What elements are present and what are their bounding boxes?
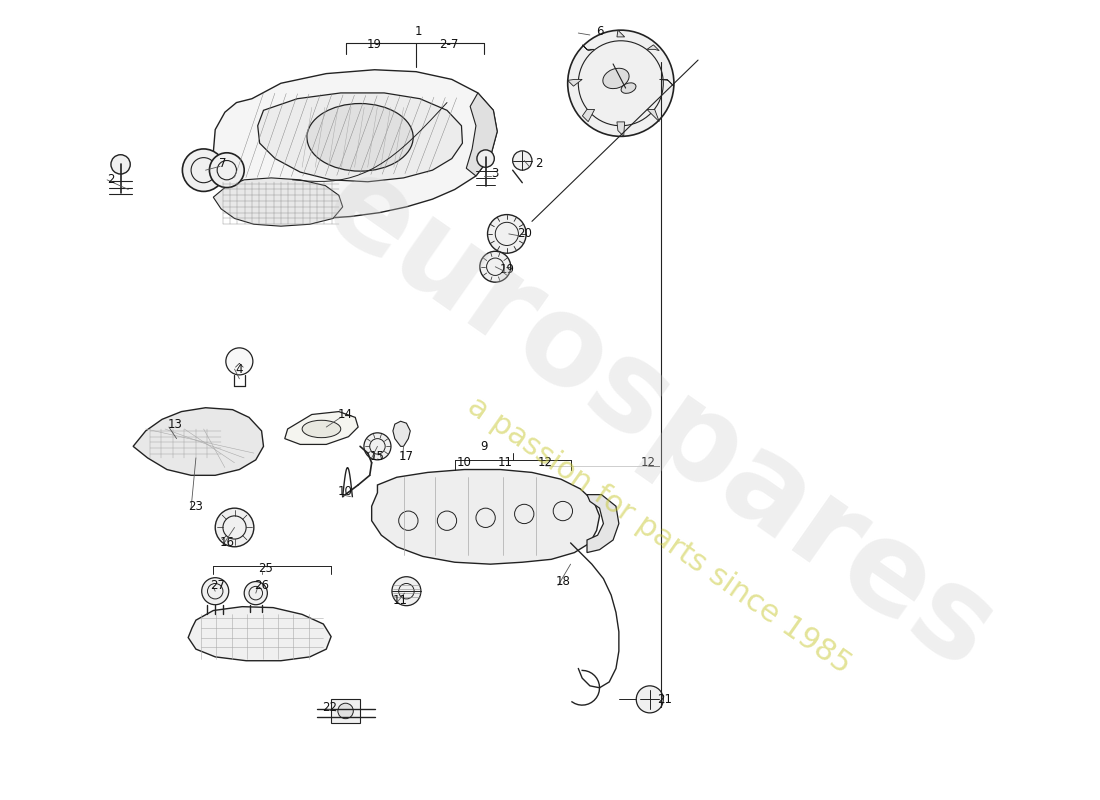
Text: 23: 23 <box>188 500 204 513</box>
Text: 10: 10 <box>456 456 472 470</box>
Text: 11: 11 <box>393 594 408 607</box>
Text: 17: 17 <box>399 450 414 462</box>
Polygon shape <box>257 93 462 182</box>
Circle shape <box>513 151 532 170</box>
Circle shape <box>487 214 526 254</box>
Circle shape <box>201 578 229 605</box>
Text: 18: 18 <box>556 575 570 588</box>
Circle shape <box>568 30 674 136</box>
Text: a passion for parts since 1985: a passion for parts since 1985 <box>462 391 857 679</box>
Text: 19: 19 <box>499 263 515 276</box>
Text: 26: 26 <box>254 579 270 592</box>
Text: 16: 16 <box>219 537 234 550</box>
Polygon shape <box>285 411 359 445</box>
Polygon shape <box>213 70 497 218</box>
Text: 21: 21 <box>657 693 672 706</box>
Text: 3: 3 <box>492 166 499 179</box>
Polygon shape <box>331 699 360 723</box>
Circle shape <box>226 348 253 375</box>
Polygon shape <box>188 606 331 661</box>
Polygon shape <box>393 422 410 446</box>
Polygon shape <box>372 470 600 564</box>
Text: 12: 12 <box>640 456 656 470</box>
Text: 6: 6 <box>596 25 603 38</box>
Text: 11: 11 <box>497 456 513 470</box>
Polygon shape <box>647 110 659 122</box>
Text: 25: 25 <box>258 562 273 575</box>
Text: 13: 13 <box>167 418 183 430</box>
Text: 4: 4 <box>235 362 243 375</box>
Circle shape <box>209 153 244 187</box>
Text: 2: 2 <box>107 174 114 186</box>
Text: eurospares: eurospares <box>301 143 1018 695</box>
Ellipse shape <box>307 103 414 171</box>
Text: 2-7: 2-7 <box>439 38 459 51</box>
Polygon shape <box>582 45 595 50</box>
Text: 1: 1 <box>415 25 421 38</box>
Text: 27: 27 <box>210 579 224 592</box>
Polygon shape <box>647 45 659 50</box>
Polygon shape <box>133 408 264 475</box>
Polygon shape <box>617 122 625 136</box>
Circle shape <box>183 149 224 191</box>
Circle shape <box>216 508 254 546</box>
Ellipse shape <box>302 420 341 438</box>
Text: 12: 12 <box>538 456 553 470</box>
Polygon shape <box>659 79 674 86</box>
Circle shape <box>477 150 494 167</box>
Text: 9: 9 <box>480 440 487 453</box>
Polygon shape <box>145 424 224 460</box>
Circle shape <box>111 154 130 174</box>
Circle shape <box>364 433 390 460</box>
Circle shape <box>636 686 663 713</box>
Circle shape <box>392 577 421 606</box>
Text: 10: 10 <box>338 486 353 498</box>
Ellipse shape <box>621 83 636 94</box>
Polygon shape <box>582 110 595 122</box>
Text: 7: 7 <box>219 157 227 170</box>
Polygon shape <box>617 30 625 37</box>
Circle shape <box>338 703 353 718</box>
Polygon shape <box>213 178 343 226</box>
Ellipse shape <box>603 68 629 89</box>
Text: 2: 2 <box>535 157 542 170</box>
Circle shape <box>480 251 510 282</box>
Text: 14: 14 <box>338 408 353 421</box>
Polygon shape <box>568 79 582 86</box>
Polygon shape <box>587 494 619 553</box>
Text: 22: 22 <box>321 701 337 714</box>
Text: 20: 20 <box>517 227 531 241</box>
Polygon shape <box>466 93 497 176</box>
Text: 15: 15 <box>370 450 385 462</box>
Circle shape <box>244 582 267 605</box>
Text: 19: 19 <box>367 38 382 51</box>
